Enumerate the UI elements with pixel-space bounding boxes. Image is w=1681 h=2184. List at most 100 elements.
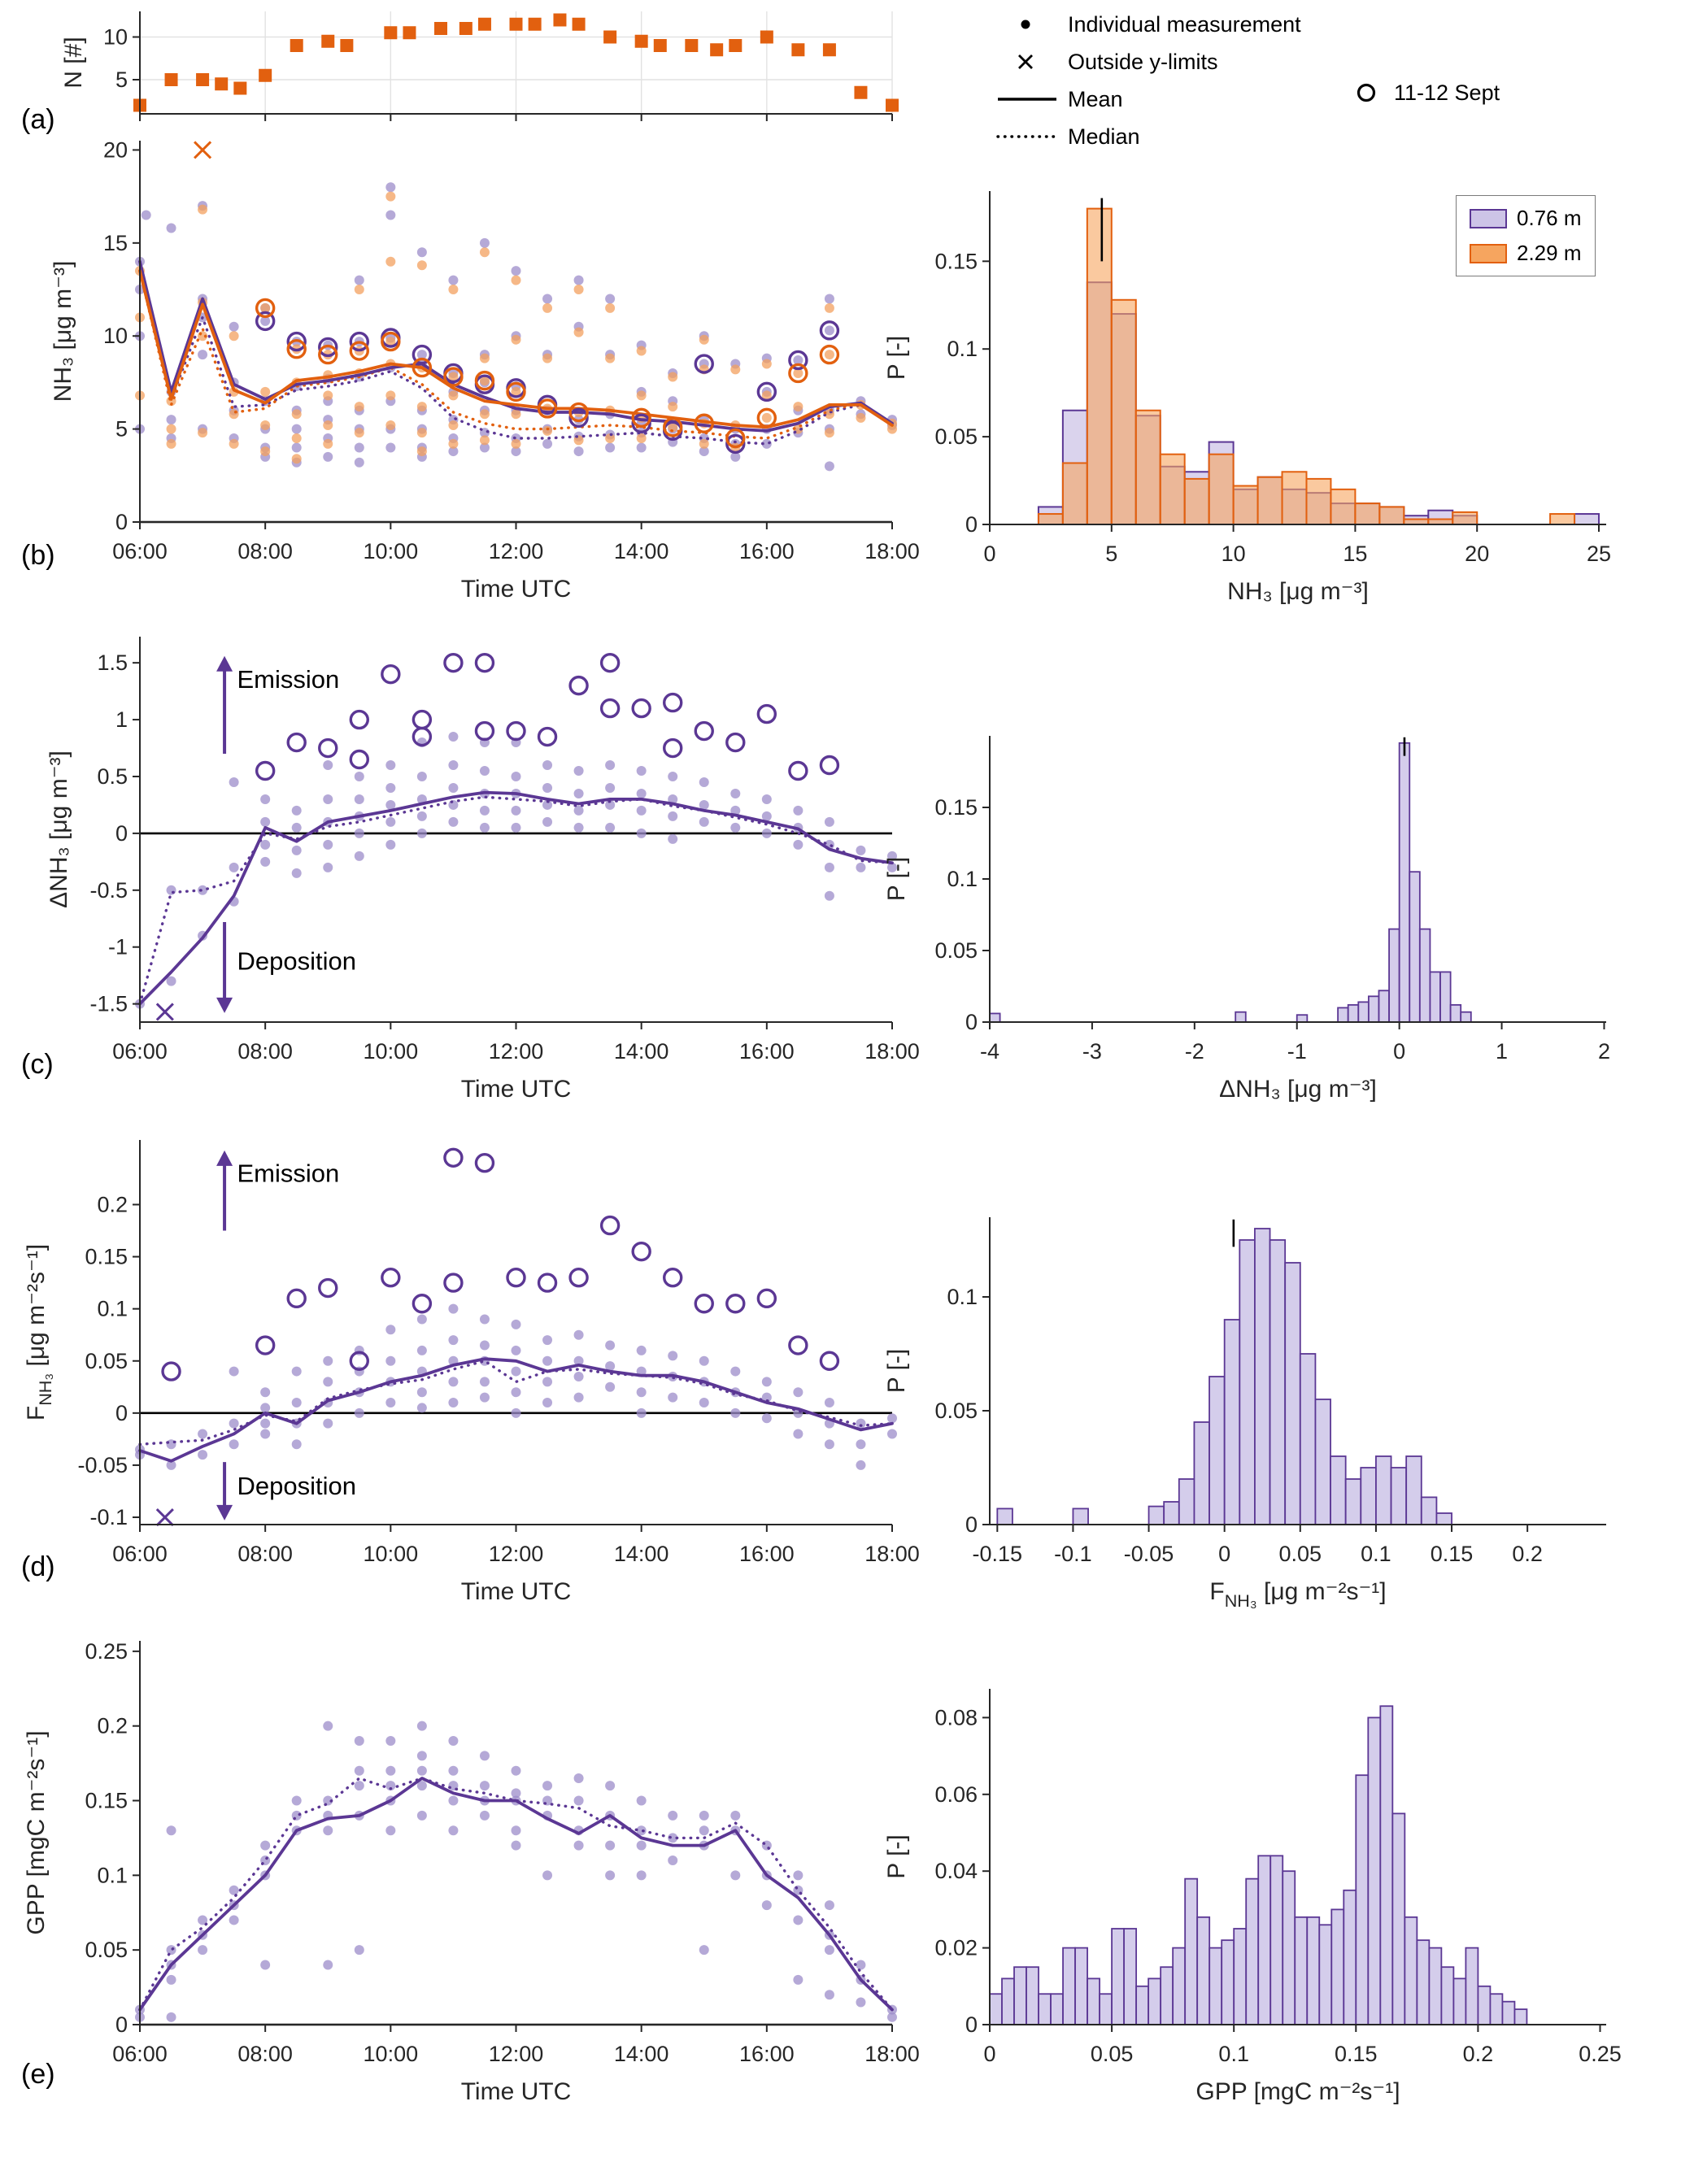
- svg-text:1: 1: [1496, 1039, 1508, 1064]
- legend-sept: 11-12 Sept: [1352, 78, 1500, 107]
- svg-text:14:00: 14:00: [614, 1039, 669, 1064]
- annotation-arrow: Emission: [216, 1150, 339, 1231]
- svg-text:0.2: 0.2: [97, 1192, 128, 1216]
- axes: -0.15 -0.1 -0.05 0 0.05 0.1 0.15 0.2 0 0.05 0.1 FNH…: [883, 1217, 1606, 1611]
- svg-text:0.1: 0.1: [947, 867, 978, 891]
- count-squares: [133, 13, 899, 112]
- svg-text:0.15: 0.15: [934, 249, 978, 273]
- panel-letter-b: (b): [21, 540, 55, 571]
- svg-text:12:00: 12:00: [489, 1039, 544, 1064]
- axes: 06:00 08:00 10:00 12:00 14:00 16:00 18:00 -1.5 -…: [46, 637, 920, 1103]
- dot-marker-icon: [1021, 20, 1030, 29]
- svg-text:P [-]: P [-]: [883, 857, 910, 901]
- svg-text:FNH₃ [μg m⁻²s⁻¹]: FNH₃ [μg m⁻²s⁻¹]: [23, 1244, 55, 1420]
- svg-text:-1: -1: [108, 935, 128, 959]
- svg-text:0.1: 0.1: [1218, 2042, 1249, 2066]
- svg-text:16:00: 16:00: [739, 1039, 795, 1064]
- legend-height-076: 0.76 m: [1470, 206, 1582, 231]
- svg-text:-0.1: -0.1: [89, 1505, 128, 1529]
- svg-text:14:00: 14:00: [614, 1542, 669, 1566]
- median-line: [138, 1360, 894, 1447]
- svg-text:5: 5: [1105, 542, 1117, 566]
- panel-b-nh3-timeseries: 06:00 08:00 10:00 12:00 14:00 16:00 18:00 0 5 10 1…: [50, 137, 920, 603]
- axes: 0 5 10 15 20 25 0 0.05 0.1 0.15 NH₃ [μg m⁻³] P [-]: [883, 191, 1611, 605]
- legend-height-229-label: 2.29 m: [1517, 241, 1582, 265]
- legend-median: Median: [996, 122, 1301, 151]
- svg-text:0.1: 0.1: [97, 1297, 128, 1321]
- svg-text:14:00: 14:00: [614, 2042, 669, 2066]
- svg-text:ΔNH₃ [μg m⁻³]: ΔNH₃ [μg m⁻³]: [1219, 1076, 1377, 1103]
- median-229m-line: [138, 269, 894, 440]
- annotation-arrow: Emission: [216, 655, 339, 755]
- svg-text:0.15: 0.15: [1431, 1542, 1474, 1566]
- svg-text:0.2: 0.2: [97, 1714, 128, 1738]
- svg-text:Time UTC: Time UTC: [461, 2078, 572, 2105]
- hist-229m: [1037, 207, 1576, 526]
- mean-076m-line: [138, 259, 894, 433]
- individual-dots: [135, 1303, 897, 1470]
- svg-text:0: 0: [965, 2012, 978, 2037]
- svg-text:0: 0: [115, 2012, 128, 2037]
- median-line: [138, 795, 894, 1006]
- svg-text:18:00: 18:00: [864, 2042, 920, 2066]
- axes: 06:00 08:00 10:00 12:00 14:00 16:00 18:00 0 5 10 1…: [50, 137, 920, 603]
- svg-text:1.5: 1.5: [97, 650, 128, 675]
- svg-text:GPP [mgC m⁻²s⁻¹]: GPP [mgC m⁻²s⁻¹]: [23, 1730, 50, 1934]
- svg-text:10:00: 10:00: [364, 1039, 419, 1064]
- svg-text:10:00: 10:00: [364, 1542, 419, 1566]
- svg-text:16:00: 16:00: [739, 539, 795, 563]
- mean-line: [138, 1357, 894, 1463]
- svg-text:P [-]: P [-]: [883, 1834, 910, 1878]
- hist-gpp: [989, 1705, 1528, 2025]
- svg-text:0.5: 0.5: [97, 764, 128, 789]
- legend-individual-label: Individual measurement: [1068, 11, 1301, 37]
- svg-text:0.25: 0.25: [1579, 2042, 1622, 2066]
- svg-text:0: 0: [1393, 1039, 1405, 1064]
- svg-text:15: 15: [103, 231, 128, 255]
- svg-text:0: 0: [965, 512, 978, 537]
- svg-text:0.05: 0.05: [1091, 2042, 1134, 2066]
- svg-text:0: 0: [965, 1512, 978, 1537]
- svg-text:10: 10: [103, 25, 128, 50]
- svg-text:-1.5: -1.5: [89, 992, 128, 1016]
- panel-letter-a: (a): [21, 104, 55, 135]
- outside-ylimits-x: [194, 141, 212, 159]
- axes: 06:00 08:00 10:00 12:00 14:00 16:00 18:00 0 0.05…: [23, 1639, 920, 2105]
- svg-text:0: 0: [983, 2042, 995, 2066]
- svg-text:0.1: 0.1: [97, 1863, 128, 1887]
- legend-mean: Mean: [996, 85, 1301, 114]
- svg-text:25: 25: [1587, 542, 1611, 566]
- median-076m-line: [138, 260, 894, 446]
- axes: 06:00 08:00 10:00 12:00 14:00 16:00 18:00 -0.1 -…: [23, 1140, 920, 1605]
- open-circle-marker-icon: [1357, 83, 1376, 102]
- svg-text:5: 5: [115, 417, 128, 442]
- svg-text:GPP [mgC m⁻²s⁻¹]: GPP [mgC m⁻²s⁻¹]: [1195, 2078, 1400, 2105]
- hist-dnh3: [989, 742, 1472, 1023]
- axes: -4 -3 -2 -1 0 1 2 0 0.05 0.1 0.15 ΔNH₃ [μg m⁻³] P [-…: [883, 736, 1610, 1103]
- x-marker-icon: [1018, 54, 1033, 69]
- svg-text:0: 0: [1218, 1542, 1230, 1566]
- svg-text:0.05: 0.05: [85, 1349, 128, 1373]
- svg-text:15: 15: [1343, 542, 1367, 566]
- svg-text:08:00: 08:00: [237, 1542, 293, 1566]
- svg-text:0.05: 0.05: [85, 1938, 128, 1962]
- legend-outside-ylimits: Outside y-limits: [996, 47, 1301, 76]
- dotted-line-icon: [996, 135, 1058, 138]
- svg-text:12:00: 12:00: [489, 2042, 544, 2066]
- panel-e-gpp-histogram: 0 0.05 0.1 0.15 0.2 0.25 0 0.02 0.04 0.06 0.08 GPP …: [883, 1689, 1622, 2105]
- svg-text:18:00: 18:00: [864, 1542, 920, 1566]
- panel-a-count-chart: 5 10 N [#]: [60, 11, 899, 121]
- mean-229m-line: [138, 269, 894, 429]
- panel-e-gpp-timeseries: 06:00 08:00 10:00 12:00 14:00 16:00 18:00 0 0.05…: [23, 1639, 920, 2105]
- individual-dots: [135, 1721, 897, 2022]
- svg-text:NH₃ [μg m⁻³]: NH₃ [μg m⁻³]: [50, 261, 76, 402]
- height-legend-box: 0.76 m 2.29 m: [1456, 195, 1596, 276]
- svg-text:-0.15: -0.15: [973, 1542, 1023, 1566]
- svg-text:0.1: 0.1: [947, 1285, 978, 1309]
- panel-b-nh3-histogram: 0 5 10 15 20 25 0 0.05 0.1 0.15 NH₃ [μg m⁻³] P [-]: [883, 191, 1611, 605]
- svg-text:0.15: 0.15: [85, 1789, 128, 1813]
- panel-letter-d: (d): [21, 1551, 55, 1582]
- hist-fnh3: [996, 1228, 1452, 1525]
- svg-text:0: 0: [965, 1010, 978, 1034]
- svg-text:0.05: 0.05: [934, 424, 978, 449]
